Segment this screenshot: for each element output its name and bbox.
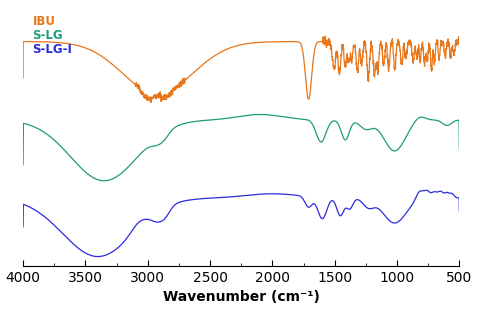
IBU xyxy=(20,76,26,80)
Line: IBU: IBU xyxy=(23,36,459,103)
S-LG xyxy=(456,147,462,151)
S-LG-I xyxy=(456,209,462,213)
S-LG xyxy=(279,115,285,118)
Legend: IBU, S-LG, S-LG-I: IBU, S-LG, S-LG-I xyxy=(29,11,76,60)
S-LG xyxy=(298,117,304,121)
IBU xyxy=(322,34,328,38)
S-LG xyxy=(257,113,263,116)
IBU xyxy=(297,42,303,45)
S-LG xyxy=(20,163,26,166)
S-LG-I xyxy=(111,249,117,252)
S-LG xyxy=(111,176,117,180)
X-axis label: Wavenumber (cm⁻¹): Wavenumber (cm⁻¹) xyxy=(163,290,320,304)
IBU xyxy=(148,101,154,104)
IBU xyxy=(423,53,429,57)
S-LG xyxy=(178,122,184,126)
S-LG xyxy=(423,116,429,120)
S-LG-I xyxy=(423,188,428,192)
S-LG-I xyxy=(226,195,232,199)
S-LG xyxy=(226,116,232,120)
S-LG-I xyxy=(178,200,184,204)
S-LG-I xyxy=(297,194,303,198)
S-LG xyxy=(101,179,107,183)
S-LG-I xyxy=(424,188,429,192)
IBU xyxy=(279,40,285,43)
Line: S-LG-I: S-LG-I xyxy=(23,190,459,257)
Line: S-LG: S-LG xyxy=(23,114,459,181)
IBU xyxy=(456,41,462,44)
S-LG-I xyxy=(279,192,285,196)
S-LG-I xyxy=(95,255,101,259)
S-LG-I xyxy=(20,225,26,229)
IBU xyxy=(226,46,232,50)
IBU xyxy=(111,64,117,68)
IBU xyxy=(178,81,184,85)
